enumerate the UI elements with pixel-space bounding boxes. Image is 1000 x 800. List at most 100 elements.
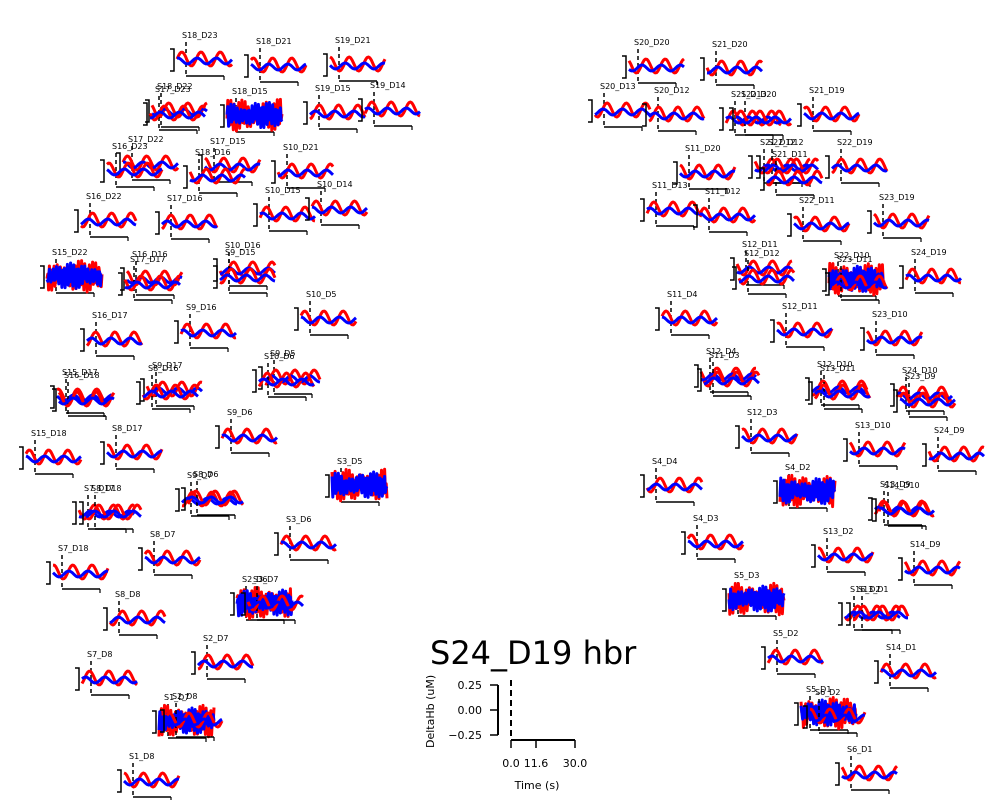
channel-s4_d2: S4_D2 bbox=[773, 463, 837, 512]
channel-label: S16_D23 bbox=[112, 142, 148, 151]
hbo-trace bbox=[766, 648, 825, 666]
channel-s21_d20: S21_D20 bbox=[700, 40, 764, 89]
channel-label: S7_D8 bbox=[87, 650, 112, 659]
hbo-trace bbox=[734, 109, 793, 127]
channel-s23_d11: S23_D11 bbox=[825, 255, 889, 304]
y-axis-bracket bbox=[19, 446, 24, 470]
channel-label: S23_D11 bbox=[837, 255, 873, 264]
y-axis-bracket bbox=[673, 161, 678, 185]
hbo-trace bbox=[219, 267, 277, 285]
channel-s8_d17: S8_D17 bbox=[100, 424, 164, 473]
channel-label: S13_D11 bbox=[820, 364, 856, 373]
y-axis-bracket bbox=[75, 667, 80, 691]
hbr-trace bbox=[149, 110, 207, 120]
hbr-trace bbox=[766, 175, 823, 185]
hbr-trace bbox=[735, 115, 793, 125]
channel-label: S24_D9 bbox=[934, 426, 965, 435]
hbr-trace bbox=[905, 273, 963, 283]
hbr-trace bbox=[661, 315, 718, 325]
y-axis-bracket bbox=[867, 210, 872, 234]
channel-label: S13_D2 bbox=[823, 527, 854, 536]
channel-label: S22_D10 bbox=[834, 251, 870, 260]
hbr-trace bbox=[813, 389, 871, 399]
channel-label: S11_D12 bbox=[705, 187, 741, 196]
channel-label: S17_D16 bbox=[167, 194, 203, 203]
channel-s17_d23: S17_D23 bbox=[143, 85, 207, 134]
y-axis-bracket bbox=[325, 474, 330, 498]
y-axis-bracket bbox=[215, 425, 220, 449]
channel-label: S11_D3 bbox=[709, 351, 740, 360]
channel-label: S23_D9 bbox=[905, 372, 936, 381]
y-axis-bracket bbox=[50, 385, 55, 409]
channel-label: S18_D15 bbox=[232, 87, 268, 96]
y-axis-bracket bbox=[893, 389, 898, 413]
inset-axes: DeltaHb (uM) 0.25 0.00 −0.25 0.0 11.6 30… bbox=[424, 675, 587, 792]
channel-s14_d1: S14_D1 bbox=[874, 643, 938, 692]
hbo-trace bbox=[830, 274, 889, 292]
y-axis-bracket bbox=[305, 197, 310, 221]
y-axis-bracket bbox=[922, 443, 927, 467]
hbo-trace bbox=[903, 559, 962, 577]
channel-s8_d8: S8_D8 bbox=[103, 590, 167, 639]
channel-label: S1_D8 bbox=[129, 752, 154, 761]
y-axis-bracket bbox=[46, 561, 51, 585]
hbr-trace bbox=[738, 274, 795, 284]
y-axis-bracket bbox=[899, 265, 904, 289]
hbr-trace bbox=[878, 506, 936, 516]
channel-s8_d7: S8_D7 bbox=[138, 530, 202, 579]
channel-label: S18_D23 bbox=[182, 31, 218, 40]
channel-label: S14_D9 bbox=[910, 540, 941, 549]
channel-s9_d15: S9_D15 bbox=[213, 248, 277, 297]
hbr-trace bbox=[687, 539, 744, 549]
y-axis-bracket bbox=[803, 705, 808, 729]
channel-s13_d11: S13_D11 bbox=[808, 364, 872, 413]
hbo-trace bbox=[179, 322, 237, 340]
hbo-trace bbox=[363, 100, 421, 118]
y-axis-bracket bbox=[136, 381, 141, 405]
channel-s10_d5: S10_D5 bbox=[294, 290, 358, 339]
channel-label: S9_D15 bbox=[225, 248, 256, 257]
y-axis-bracket bbox=[860, 327, 865, 351]
hbo-trace bbox=[735, 259, 793, 277]
channel-label: S19_D15 bbox=[315, 84, 351, 93]
y-axis-bracket bbox=[890, 383, 895, 407]
channel-s20_d12: S20_D12 bbox=[642, 86, 706, 135]
hbr-trace bbox=[311, 205, 368, 215]
channel-s10_d6: S10_D6 bbox=[252, 352, 316, 401]
channel-label: S5_D2 bbox=[773, 629, 798, 638]
channel-label: S9_D17 bbox=[152, 361, 183, 370]
channel-label: S15_D18 bbox=[31, 429, 67, 438]
y-axis-bracket bbox=[323, 53, 328, 77]
hbr-trace bbox=[803, 111, 860, 121]
channel-label: S9_D6 bbox=[227, 408, 252, 417]
channel-label: S12_D11 bbox=[742, 240, 778, 249]
channel-s4_d3: S4_D3 bbox=[681, 514, 745, 563]
channel-label: S6_D1 bbox=[847, 745, 872, 754]
channel-s11_d20: S11_D20 bbox=[673, 144, 737, 193]
channel-label: S23_D19 bbox=[879, 193, 915, 202]
channel-label: S10_D16 bbox=[225, 241, 261, 250]
y-axis-bracket bbox=[693, 204, 698, 228]
chart-title: S24_D19 hbr bbox=[430, 634, 637, 672]
y-axis-bracket bbox=[761, 646, 766, 670]
channel-label: S16_D2 bbox=[850, 585, 881, 594]
hbo-trace bbox=[220, 427, 278, 445]
hbo-trace bbox=[181, 490, 239, 508]
y-tick-label-0: 0.25 bbox=[458, 679, 483, 692]
y-axis-bracket bbox=[358, 98, 363, 122]
channel-s10_d21: S10_D21 bbox=[271, 143, 335, 192]
hbr-trace bbox=[727, 584, 786, 613]
channel-label: S16_D22 bbox=[86, 192, 122, 201]
y-axis-bracket bbox=[138, 547, 143, 571]
y-axis-bracket bbox=[756, 155, 761, 179]
channel-label: S17_D22 bbox=[128, 135, 164, 144]
channel-s12_d12: S12_D12 bbox=[732, 249, 796, 298]
y-axis-bracket bbox=[730, 257, 735, 281]
channel-label: S9_D16 bbox=[186, 303, 217, 312]
hbr-trace bbox=[250, 62, 307, 72]
hbr-trace bbox=[166, 717, 223, 727]
y-axis-bracket bbox=[241, 592, 246, 616]
channel-s16_d18: S16_D18 bbox=[52, 371, 116, 420]
channel-s3_d6: S3_D6 bbox=[274, 515, 338, 564]
channel-label: S21_D12 bbox=[760, 138, 796, 147]
